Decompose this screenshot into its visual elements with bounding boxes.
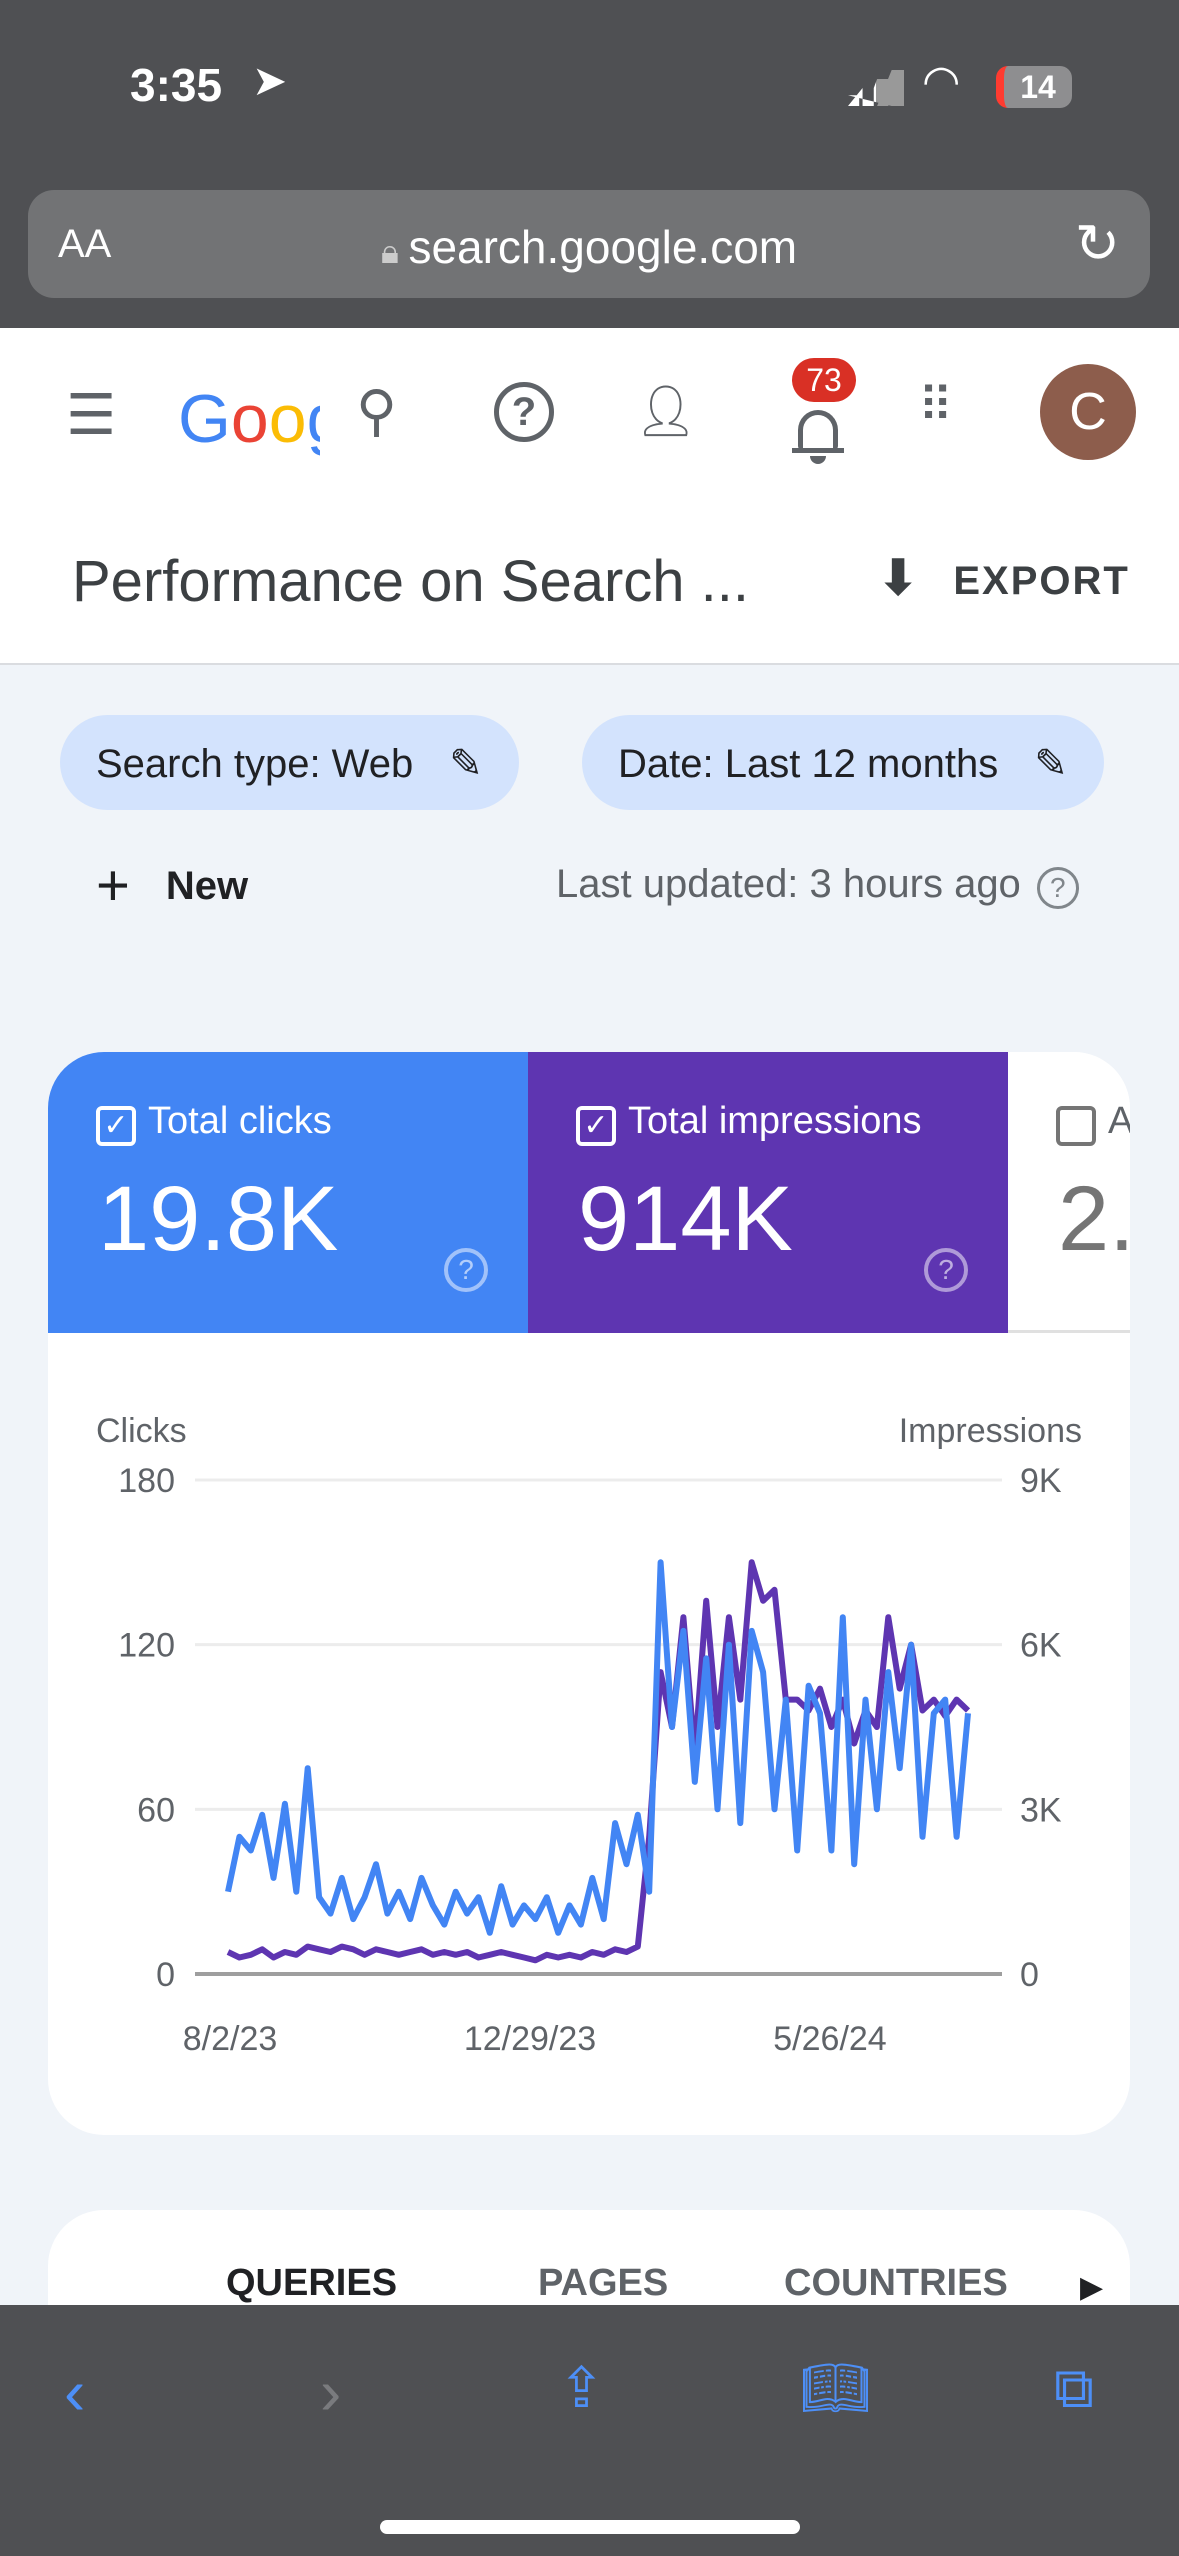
right-tick-label: 3K (1020, 1791, 1062, 1829)
left-tick-label: 60 (137, 1791, 175, 1829)
bell-icon[interactable] (790, 404, 846, 464)
plus-icon: + (96, 853, 130, 918)
ios-status-and-url-area: 3:35 ➤ ◠ 14 AA 🔒︎ search.google.com ↻ (0, 0, 1179, 328)
safari-toolbar: ‹ › ⇪ 📖︎ ⧉ (0, 2305, 1179, 2556)
metric-value: 19.8K (98, 1168, 339, 1270)
metric-value: 914K (578, 1168, 793, 1270)
apps-grid-icon[interactable]: ⠿ (918, 380, 953, 433)
checkbox-checked-icon[interactable]: ✓ (576, 1106, 616, 1146)
url-text: 🔒︎ search.google.com (228, 220, 950, 274)
edit-icon: ✎ (449, 742, 483, 786)
url: search.google.com (408, 221, 798, 273)
left-tick-label: 0 (156, 1956, 175, 1994)
x-tick-label: 12/29/23 (464, 2020, 596, 2058)
export-button[interactable]: ⬇ EXPORT (878, 550, 1130, 606)
address-bar[interactable]: AA 🔒︎ search.google.com ↻ (28, 190, 1150, 298)
metric-label: Total impressions (628, 1100, 922, 1142)
performance-chart: Clicks Impressions 0 0 60 3K 120 6K 180 9K 8/2/23 1… (96, 1412, 1082, 2058)
home-indicator (380, 2520, 800, 2534)
last-updated: Last updated: 3 hours ago? (556, 862, 1079, 909)
lock-icon: 🔒︎ (380, 233, 409, 271)
right-tick-label: 9K (1020, 1462, 1062, 1500)
left-tick-label: 180 (118, 1462, 175, 1500)
new-label: New (165, 864, 249, 908)
search-type-label: Search type: Web (96, 742, 414, 786)
metric-tile-clicks[interactable]: ✓ Total clicks 19.8K ? (48, 1052, 528, 1333)
series-line-clicks (225, 1559, 971, 1936)
signal-icon (848, 70, 904, 106)
edit-icon: ✎ (1034, 742, 1068, 786)
checkbox-unchecked-icon[interactable] (1056, 1106, 1096, 1146)
metric-label: Total clicks (148, 1100, 332, 1142)
location-arrow-icon: ➤ (252, 57, 288, 104)
tabs-icon[interactable]: ⧉ (1054, 2356, 1094, 2419)
help-icon[interactable]: ? (494, 382, 554, 442)
app-header: ☰ Goog ⚲ ? 👤︎ 73 ⠿ C Performance on Sear… (0, 328, 1179, 665)
last-updated-text: Last updated: 3 hours ago (556, 862, 1021, 906)
x-tick-label: 8/2/23 (183, 2020, 278, 2058)
help-icon[interactable]: ? (924, 1248, 968, 1292)
tab-countries[interactable]: COUNTRIES (784, 2262, 1008, 2304)
page-title: Performance on Search ... (72, 549, 749, 614)
export-label: EXPORT (953, 559, 1130, 603)
right-tick-label: 0 (1020, 1956, 1039, 1994)
date-chip[interactable]: Date: Last 12 months ✎ (582, 715, 1104, 810)
right-tick-label: 6K (1020, 1627, 1062, 1665)
download-icon: ⬇ (878, 552, 921, 605)
x-tick-label: 5/26/24 (773, 2020, 886, 2058)
forward-icon[interactable]: › (320, 2356, 342, 2428)
notification-badge: 73 (792, 358, 856, 402)
google-logo: Goog (178, 381, 320, 457)
wifi-icon: ◠ (922, 57, 961, 106)
checkbox-checked-icon[interactable]: ✓ (96, 1106, 136, 1146)
metric-label: A (1108, 1100, 1130, 1142)
left-tick-label: 120 (118, 1627, 175, 1665)
metric-value: 2. (1058, 1168, 1130, 1270)
back-icon[interactable]: ‹ (64, 2356, 86, 2428)
reload-icon[interactable]: ↻ (1074, 214, 1120, 274)
tabs-scroll-right-icon[interactable]: ▶ (1080, 2271, 1104, 2304)
help-icon[interactable]: ? (444, 1248, 488, 1292)
text-size-button[interactable]: AA (58, 222, 112, 266)
search-icon[interactable]: ⚲ (356, 379, 398, 442)
status-time: 3:35 (130, 59, 223, 111)
bookmarks-icon[interactable]: 📖︎ (800, 2356, 872, 2419)
tab-pages[interactable]: PAGES (538, 2262, 669, 2304)
battery-icon: 14 (996, 66, 1072, 108)
help-icon[interactable]: ? (1036, 867, 1079, 909)
left-axis-label: Clicks (96, 1412, 187, 1450)
performance-card: ✓ Total clicks 19.8K ? ✓ Total impressio… (48, 1052, 1130, 2135)
date-label: Date: Last 12 months (618, 742, 999, 786)
metric-tile-impressions[interactable]: ✓ Total impressions 914K ? (528, 1052, 1008, 1333)
metric-tile-ctr[interactable]: A 2. (1008, 1052, 1130, 1333)
menu-icon[interactable]: ☰ (66, 383, 117, 446)
avatar[interactable]: C (1040, 364, 1136, 460)
battery-level: 14 (1020, 69, 1056, 105)
right-axis-label: Impressions (899, 1412, 1082, 1450)
share-icon[interactable]: ⇪ (558, 2356, 605, 2419)
user-settings-icon[interactable]: 👤︎ (634, 383, 698, 439)
new-filter-button[interactable]: + New (96, 852, 248, 919)
tab-queries[interactable]: QUERIES (226, 2262, 398, 2304)
search-type-chip[interactable]: Search type: Web ✎ (60, 715, 519, 810)
